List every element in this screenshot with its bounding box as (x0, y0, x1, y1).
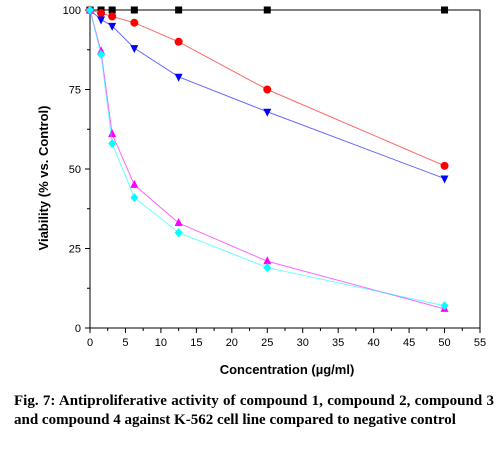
data-point (263, 6, 271, 14)
data-point (130, 179, 139, 188)
data-point (108, 22, 117, 31)
series-2 (86, 6, 449, 170)
data-point (263, 263, 272, 273)
data-point (130, 45, 139, 54)
data-point (108, 6, 116, 14)
x-tick-label: 30 (297, 337, 309, 349)
data-point (263, 256, 272, 265)
data-point (174, 228, 183, 238)
y-tick-label: 50 (69, 164, 81, 176)
chart: 0 5 10 15 20 25 30 35 40 45 50 55 0 25 50 75 100 Concent… (36, 5, 486, 377)
data-point (130, 6, 138, 14)
figure-caption: Fig. 7: Antiproliferative activity of co… (14, 393, 494, 428)
x-tick-label: 0 (87, 337, 93, 349)
x-tick-label: 20 (226, 337, 238, 349)
x-tick-label: 55 (474, 337, 486, 349)
data-point (97, 16, 106, 25)
data-point (108, 129, 117, 138)
axes: 0 5 10 15 20 25 30 35 40 45 50 55 0 25 50 75 100 (63, 5, 486, 349)
x-tick-label: 25 (261, 337, 273, 349)
data-point (108, 139, 117, 149)
data-point (440, 161, 449, 170)
data-point (440, 175, 449, 184)
data-point (174, 73, 183, 82)
data-point (130, 193, 139, 203)
data-point (174, 37, 183, 46)
data-point (263, 85, 272, 94)
x-tick-label: 10 (155, 337, 167, 349)
y-axis-label: Viability (% vs. Control) (36, 106, 51, 251)
x-tick-label: 15 (190, 337, 202, 349)
series-line (89, 9, 445, 180)
data-point (97, 9, 106, 18)
x-tick-label: 5 (122, 337, 128, 349)
series-1 (86, 6, 449, 14)
data-point (130, 18, 139, 27)
data-point (263, 108, 272, 117)
series-5 (86, 5, 449, 311)
data-point (86, 5, 94, 15)
data-point (97, 50, 106, 60)
data-point (108, 12, 117, 21)
data-point (174, 218, 183, 227)
data-point (441, 6, 449, 14)
x-tick-label: 35 (332, 337, 344, 349)
x-tick-label: 45 (403, 337, 415, 349)
data-point (440, 301, 449, 311)
data-point (175, 6, 183, 14)
x-tick-label: 50 (438, 337, 450, 349)
y-tick-label: 25 (69, 244, 81, 256)
y-tick-label: 100 (63, 5, 81, 17)
series-layer (86, 5, 449, 312)
x-tick-label: 40 (368, 337, 380, 349)
y-tick-label: 0 (75, 323, 81, 335)
series-3 (86, 7, 449, 184)
y-tick-label: 75 (69, 85, 81, 97)
x-axis-label: Concentration (µg/ml) (220, 362, 355, 377)
